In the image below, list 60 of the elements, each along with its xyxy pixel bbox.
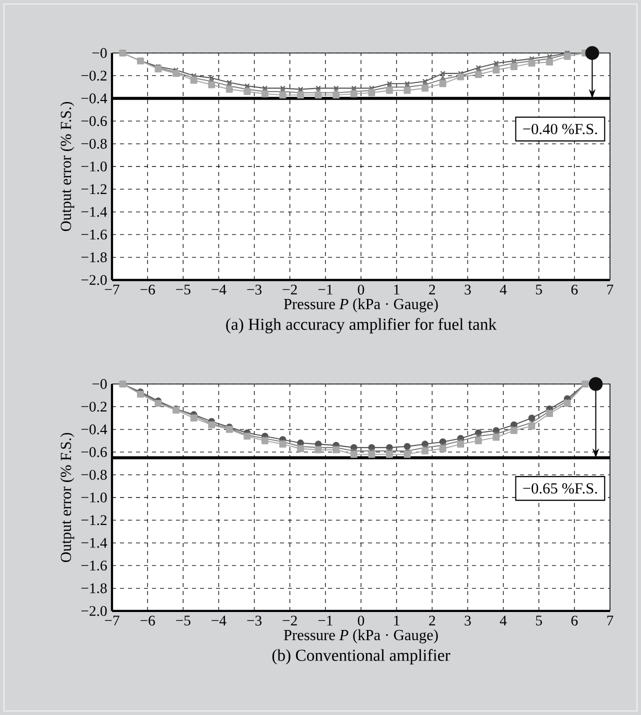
y-tick-label: −0.2 xyxy=(81,402,106,412)
x-tick-label: 1 xyxy=(394,616,400,626)
x-tick-label: −5 xyxy=(176,284,190,294)
x-tick-label: −3 xyxy=(247,284,262,295)
y-tick-label: −0 xyxy=(92,379,107,389)
x-tick-label: 2 xyxy=(429,284,435,294)
y-tick-label: −1.4 xyxy=(81,206,108,217)
x-tick-label: 7 xyxy=(607,616,614,626)
x-tick-label: −4 xyxy=(212,284,226,294)
y-tick-label: −1.0 xyxy=(81,162,107,172)
y-tick-label: −1.6 xyxy=(81,230,107,240)
ref-line-label: −0.40 %F.S. xyxy=(523,124,597,134)
y-tick-label: −0.2 xyxy=(81,70,106,81)
x-tick-label: −6 xyxy=(140,616,155,626)
x-tick-label: 5 xyxy=(536,616,542,626)
y-axis-title: Output error (% F.S.) xyxy=(60,432,74,562)
x-tick-label: 4 xyxy=(500,284,507,294)
y-tick-label: −1.8 xyxy=(81,583,107,594)
x-tick-label: −1 xyxy=(318,616,332,626)
y-tick-label: −0.6 xyxy=(81,116,107,126)
x-tick-label: −7 xyxy=(104,616,120,626)
y-tick-label: −2.0 xyxy=(81,606,107,616)
y-tick-label: −0.6 xyxy=(81,447,107,458)
x-tick-label: −4 xyxy=(212,616,226,626)
x-tick-label: −2 xyxy=(282,616,297,626)
x-tick-label: −2 xyxy=(282,284,297,294)
y-axis-title: Output error (% F.S.) xyxy=(60,102,74,232)
x-tick-label: 3 xyxy=(464,616,471,626)
y-tick-label: −1.2 xyxy=(81,515,106,526)
y-tick-label: −1.4 xyxy=(81,538,108,548)
y-tick-label: −1.2 xyxy=(81,184,106,194)
x-tick-label: −6 xyxy=(140,284,155,295)
y-tick-label: −1.0 xyxy=(81,492,107,502)
x-tick-label: 0 xyxy=(358,616,364,626)
ref-line-label: −0.65 %F.S. xyxy=(523,483,597,494)
x-tick-label: −3 xyxy=(247,616,262,626)
y-tick-label: −0.8 xyxy=(81,138,107,149)
x-tick-label: 5 xyxy=(536,284,542,294)
x-tick-label: −7 xyxy=(104,284,120,294)
y-tick-label: −0.4 xyxy=(81,93,108,104)
y-tick-label: −0.4 xyxy=(81,424,108,434)
text: (b) Conventional amplifier xyxy=(272,649,450,664)
x-tick-label: 1 xyxy=(394,284,400,294)
x-tick-label: 0 xyxy=(358,284,364,295)
x-tick-label: 4 xyxy=(500,616,507,626)
x-tick-label: 3 xyxy=(464,284,471,295)
text: (a) High accuracy amplifier for fuel tank xyxy=(226,318,497,334)
x-tick-label: −5 xyxy=(176,616,190,626)
x-tick-label: 6 xyxy=(571,284,578,295)
y-tick-label: −2.0 xyxy=(81,275,107,285)
y-tick-label: −1.8 xyxy=(81,252,107,262)
x-tick-label: 7 xyxy=(607,284,614,294)
y-tick-label: −0.8 xyxy=(81,470,107,480)
x-tick-label: −1 xyxy=(318,284,332,294)
x-tick-label: 6 xyxy=(571,616,578,626)
y-tick-label: −1.6 xyxy=(81,560,107,571)
y-tick-label: −0 xyxy=(92,48,107,58)
x-tick-label: 2 xyxy=(429,616,435,626)
x-axis-title: Pressure P (kPa · Gauge) xyxy=(284,298,438,312)
x-axis-title: Pressure P (kPa · Gauge) xyxy=(284,629,438,644)
